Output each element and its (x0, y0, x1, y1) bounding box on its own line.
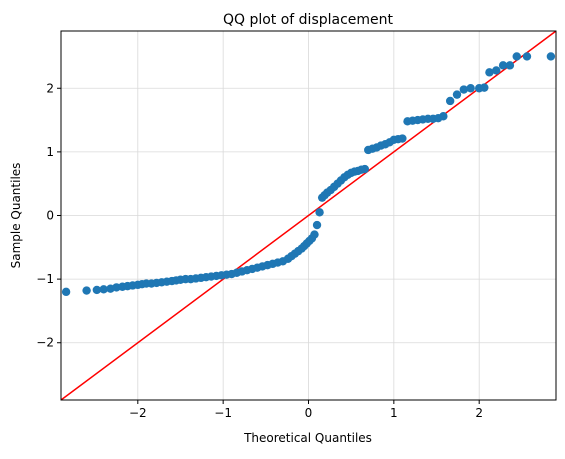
x-tick-label: −1 (214, 406, 232, 420)
data-point (61, 287, 71, 297)
x-tick-label: 2 (475, 406, 483, 420)
data-point (315, 208, 324, 217)
data-point (546, 52, 556, 61)
data-point (492, 66, 501, 75)
data-point (99, 285, 108, 294)
data-point (459, 85, 469, 94)
y-tick-label: 0 (46, 209, 54, 223)
data-point (522, 52, 532, 61)
data-point (505, 61, 515, 70)
data-point (398, 134, 407, 143)
x-axis-label: Theoretical Quantiles (243, 431, 372, 445)
data-point (452, 90, 462, 99)
data-point (82, 286, 91, 295)
data-point (466, 84, 475, 93)
y-tick-label: −2 (36, 336, 54, 350)
data-point (498, 61, 508, 70)
data-point (360, 164, 370, 174)
y-tick-label: 2 (46, 81, 54, 95)
x-axis-ticks: −2 −1 0 1 2 (129, 400, 483, 420)
y-axis-label: Sample Quantiles (9, 163, 23, 269)
x-tick-label: 1 (390, 406, 398, 420)
x-tick-label: 0 (305, 406, 313, 420)
y-tick-label: −1 (36, 272, 54, 286)
reference-line (60, 30, 557, 401)
data-point (310, 230, 319, 239)
x-tick-label: −2 (129, 406, 147, 420)
y-tick-label: 1 (46, 145, 54, 159)
data-point (439, 112, 448, 121)
data-point (480, 83, 489, 92)
data-point (512, 52, 521, 61)
y-axis-ticks: −2 −1 0 1 2 (36, 81, 61, 350)
data-point (312, 220, 322, 230)
reference-line-group (60, 30, 557, 401)
chart-title: QQ plot of displacement (223, 12, 394, 28)
data-point (92, 285, 102, 295)
data-points (61, 52, 556, 297)
data-point (445, 96, 455, 106)
data-point (485, 68, 494, 77)
